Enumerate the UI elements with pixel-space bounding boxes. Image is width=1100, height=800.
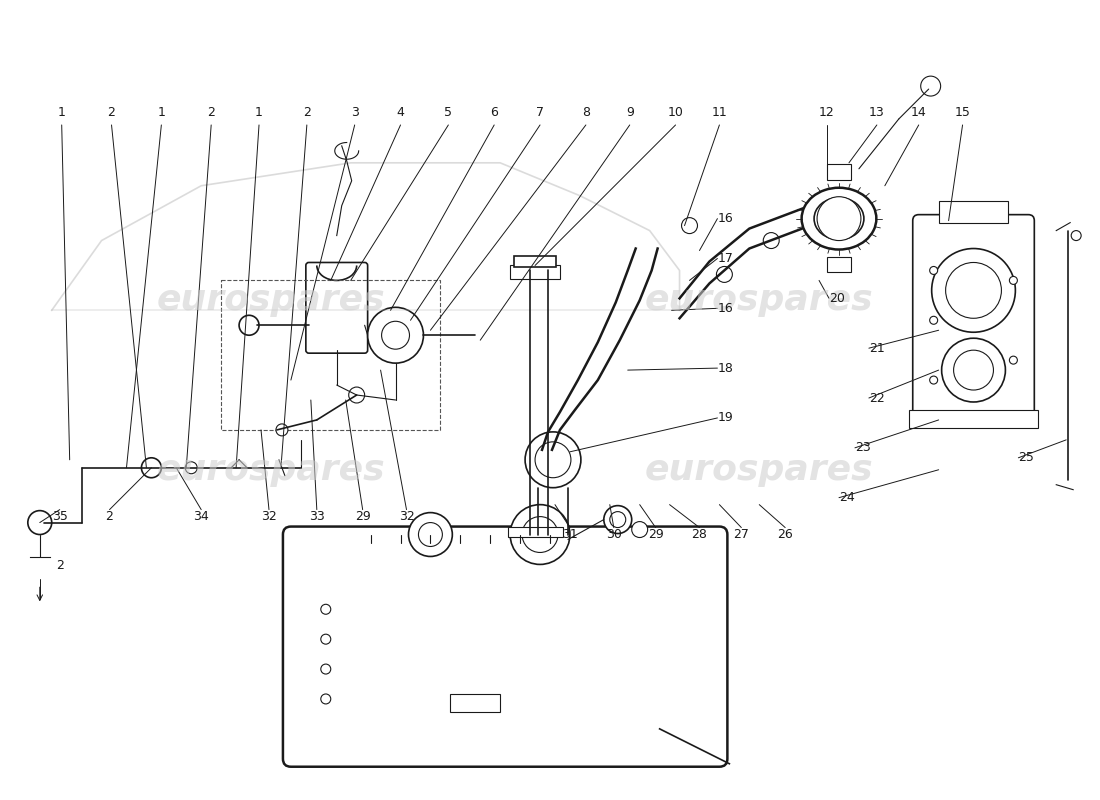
Text: 33: 33 xyxy=(309,510,324,522)
Circle shape xyxy=(930,316,937,324)
Text: 29: 29 xyxy=(355,510,371,522)
Circle shape xyxy=(954,350,993,390)
Bar xyxy=(909,410,1038,428)
Text: 7: 7 xyxy=(536,106,544,119)
Text: 32: 32 xyxy=(398,510,415,522)
Text: 9: 9 xyxy=(626,106,634,119)
Circle shape xyxy=(604,506,631,534)
Text: 2: 2 xyxy=(207,106,216,119)
Circle shape xyxy=(817,197,861,241)
Circle shape xyxy=(942,338,1005,402)
FancyBboxPatch shape xyxy=(283,526,727,766)
Circle shape xyxy=(932,249,1015,332)
Circle shape xyxy=(631,522,648,538)
Text: 22: 22 xyxy=(869,391,884,405)
Circle shape xyxy=(185,462,197,474)
Text: 35: 35 xyxy=(52,510,67,522)
FancyBboxPatch shape xyxy=(306,262,367,353)
Text: 15: 15 xyxy=(955,106,970,119)
Text: 2: 2 xyxy=(108,106,115,119)
Text: 14: 14 xyxy=(911,106,926,119)
Text: 16: 16 xyxy=(717,302,734,315)
Text: 18: 18 xyxy=(717,362,734,374)
Circle shape xyxy=(510,505,570,565)
Circle shape xyxy=(276,424,288,436)
Text: 6: 6 xyxy=(491,106,498,119)
Text: 28: 28 xyxy=(692,527,707,541)
Text: 25: 25 xyxy=(1019,451,1034,464)
Text: 12: 12 xyxy=(820,106,835,119)
Bar xyxy=(514,255,556,267)
Text: 4: 4 xyxy=(397,106,405,119)
Text: 34: 34 xyxy=(194,510,209,522)
Circle shape xyxy=(239,315,258,335)
Circle shape xyxy=(1010,277,1018,285)
Circle shape xyxy=(382,322,409,349)
Circle shape xyxy=(321,634,331,644)
Bar xyxy=(508,526,563,537)
Circle shape xyxy=(321,664,331,674)
Text: 32: 32 xyxy=(261,510,277,522)
Text: 11: 11 xyxy=(712,106,727,119)
Text: 29: 29 xyxy=(648,527,663,541)
Text: 1: 1 xyxy=(255,106,263,119)
Circle shape xyxy=(763,233,779,249)
Circle shape xyxy=(682,218,697,234)
Text: eurospares: eurospares xyxy=(156,453,385,486)
Text: 27: 27 xyxy=(734,527,749,541)
Circle shape xyxy=(367,307,424,363)
Text: 13: 13 xyxy=(869,106,884,119)
Circle shape xyxy=(1071,230,1081,241)
Text: 31: 31 xyxy=(562,527,578,541)
Circle shape xyxy=(930,266,937,274)
Text: 23: 23 xyxy=(855,442,871,454)
Text: 17: 17 xyxy=(717,252,734,265)
Circle shape xyxy=(522,517,558,553)
Circle shape xyxy=(525,432,581,488)
Text: 1: 1 xyxy=(58,106,66,119)
Text: 10: 10 xyxy=(668,106,683,119)
Text: 21: 21 xyxy=(869,342,884,354)
Text: 24: 24 xyxy=(839,491,855,504)
Circle shape xyxy=(408,513,452,557)
Text: 26: 26 xyxy=(778,527,793,541)
Circle shape xyxy=(349,387,364,403)
Text: 2: 2 xyxy=(302,106,311,119)
Text: 2: 2 xyxy=(106,510,113,522)
FancyBboxPatch shape xyxy=(913,214,1034,426)
Text: 16: 16 xyxy=(717,212,734,225)
Text: 8: 8 xyxy=(582,106,590,119)
Circle shape xyxy=(946,262,1001,318)
Circle shape xyxy=(930,376,937,384)
Circle shape xyxy=(535,442,571,478)
Text: 2: 2 xyxy=(56,559,64,573)
Text: 19: 19 xyxy=(717,411,734,425)
Bar xyxy=(221,281,440,430)
Circle shape xyxy=(716,266,733,282)
Circle shape xyxy=(418,522,442,546)
Text: eurospares: eurospares xyxy=(156,283,385,318)
Bar xyxy=(827,164,851,180)
Bar xyxy=(827,257,851,273)
Bar xyxy=(450,694,500,712)
Text: 30: 30 xyxy=(606,527,621,541)
Text: eurospares: eurospares xyxy=(645,283,873,318)
Circle shape xyxy=(321,604,331,614)
Circle shape xyxy=(609,512,626,527)
Text: eurospares: eurospares xyxy=(645,453,873,486)
Text: 3: 3 xyxy=(351,106,359,119)
Circle shape xyxy=(1010,356,1018,364)
Bar xyxy=(510,266,560,279)
Circle shape xyxy=(28,510,52,534)
Text: 1: 1 xyxy=(157,106,165,119)
Bar xyxy=(938,201,1009,222)
Circle shape xyxy=(142,458,162,478)
Text: 5: 5 xyxy=(444,106,452,119)
Circle shape xyxy=(921,76,940,96)
Circle shape xyxy=(321,694,331,704)
Text: 20: 20 xyxy=(829,292,845,305)
